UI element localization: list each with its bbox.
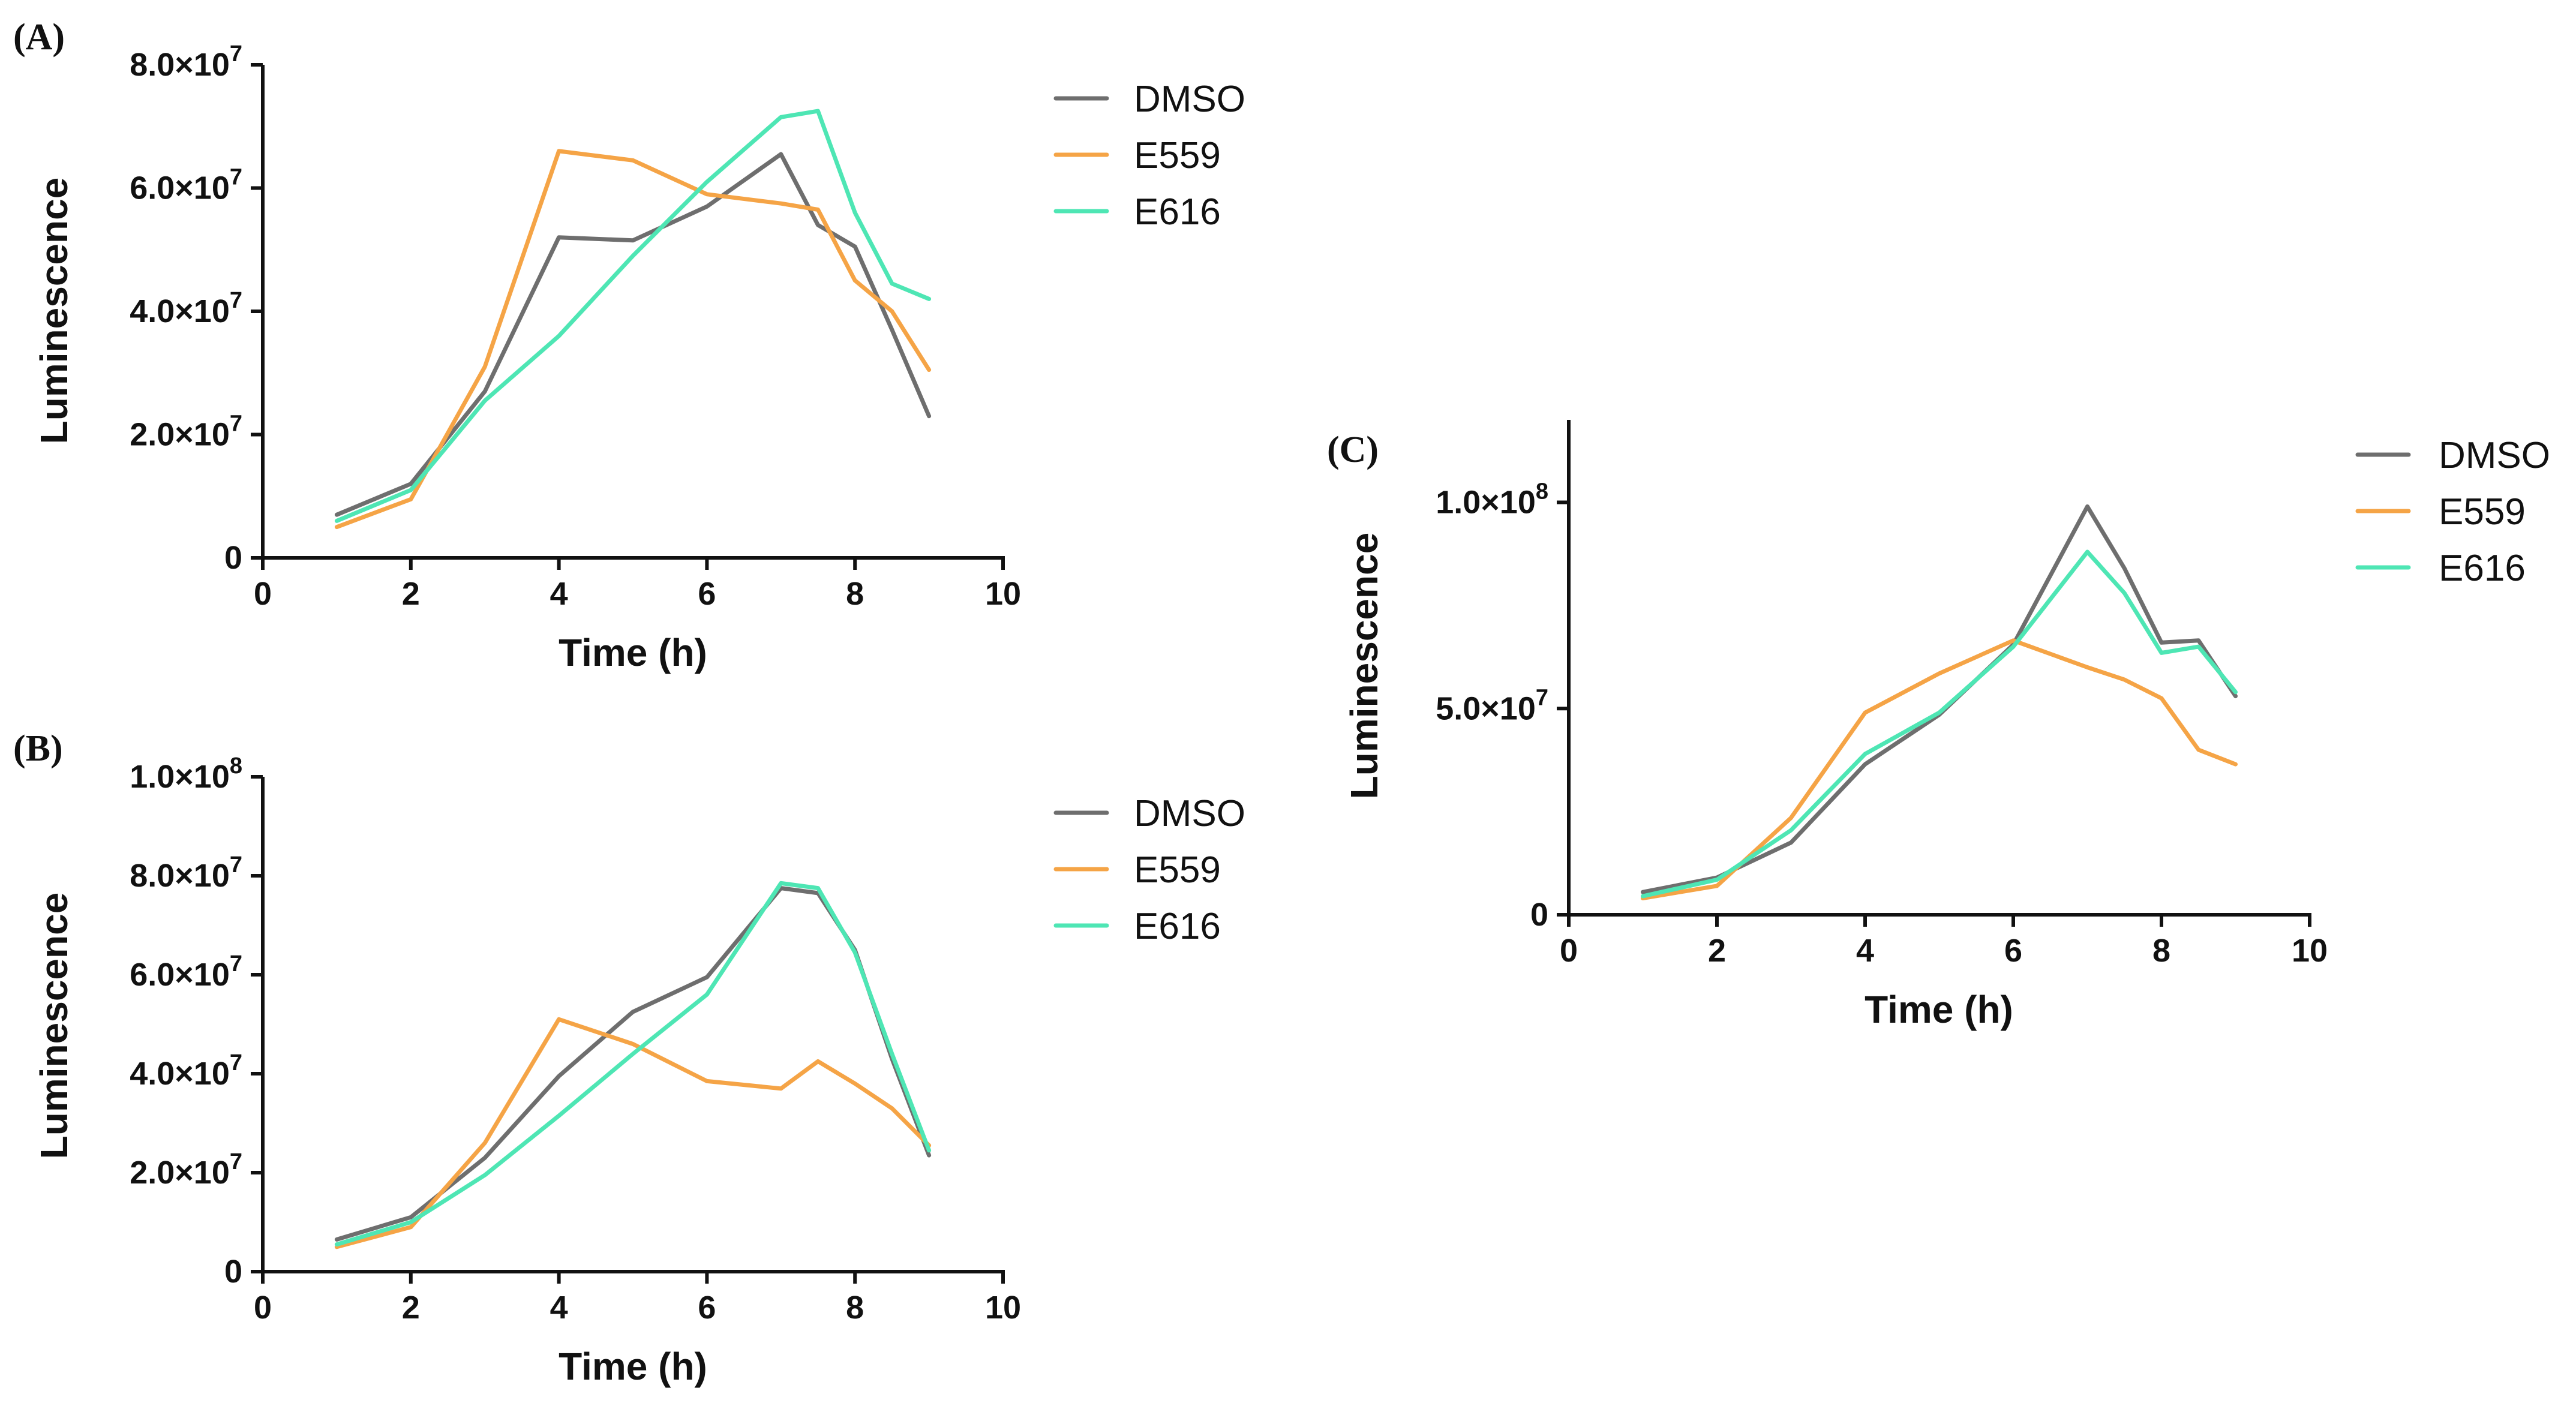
panel-b-x-tick-label: 8 xyxy=(846,1290,864,1326)
panel-a-x-tick-label: 10 xyxy=(985,576,1021,612)
panel-a-y-axis-title: Luminescence xyxy=(32,178,76,444)
panel-a-legend: DMSO E559 E616 xyxy=(1053,79,1245,233)
panel-b-legend-label-dmso: DMSO xyxy=(1134,793,1245,834)
panel-a-plot: 0 2 4 6 8 10 0 2.0×107 4.0×107 6.0×107 8.0×107 xyxy=(130,41,1021,612)
panel-b-x-tick-label: 2 xyxy=(402,1290,420,1326)
panel-a-label: (A) xyxy=(13,17,65,58)
panel-a-x-tick-label: 6 xyxy=(698,576,716,612)
panel-c-series-e559 xyxy=(1641,638,2238,900)
panel-b-y-tick-label: 6.0×107 xyxy=(130,951,242,993)
panel-a-y-tick-label: 4.0×107 xyxy=(130,288,242,329)
panel-c-x-tick-label: 8 xyxy=(2152,933,2170,969)
panel-c-y-tick-label: 5.0×107 xyxy=(1436,685,1548,726)
panel-c-legend-label-e616: E616 xyxy=(2439,548,2526,589)
panel-a: (A) Luminescence Time (h) 0 2 4 6 8 10 0 2.0×10… xyxy=(13,17,1245,674)
panel-c-x-tick-label: 0 xyxy=(1560,933,1578,969)
panel-b-plot: 0 2 4 6 8 10 0 2.0×107 4.0×107 6.0×107 8.0×107 1.0×… xyxy=(130,753,1021,1326)
panel-a-y-tick-label: 8.0×107 xyxy=(130,41,242,83)
panel-b-series-e616 xyxy=(334,881,932,1247)
panel-b-y-tick-label: 0 xyxy=(224,1254,242,1290)
panel-b-x-tick-label: 10 xyxy=(985,1290,1021,1326)
panel-a-legend-label-dmso: DMSO xyxy=(1134,79,1245,120)
panel-b: (B) Luminescence Time (h) 0 2 4 6 8 10 0 2.0×10… xyxy=(13,728,1245,1388)
panel-c-legend-label-dmso: DMSO xyxy=(2439,435,2550,476)
panel-c-y-axis-title: Luminescence xyxy=(1343,533,1386,800)
panel-b-y-tick-label: 1.0×108 xyxy=(130,753,242,795)
panel-b-x-tick-label: 0 xyxy=(254,1290,272,1326)
panel-c-x-tick-label: 6 xyxy=(2004,933,2022,969)
panel-b-series-e559 xyxy=(334,1017,932,1249)
panel-c-x-tick-label: 10 xyxy=(2292,933,2328,969)
panel-b-legend-label-e559: E559 xyxy=(1134,849,1221,891)
panel-c-series-dmso xyxy=(1641,504,2238,894)
panel-c-legend: DMSO E559 E616 xyxy=(2355,435,2550,589)
panel-c-y-tick-label: 0 xyxy=(1530,897,1548,933)
panel-c-plot: 0 2 4 6 8 10 0 5.0×107 1.0×108 xyxy=(1436,420,2328,969)
panel-a-x-tick-label: 2 xyxy=(402,576,420,612)
panel-b-y-tick-label: 2.0×107 xyxy=(130,1149,242,1191)
panel-b-series-dmso xyxy=(334,886,932,1242)
panel-a-series-dmso xyxy=(334,152,932,517)
panel-b-legend-label-e616: E616 xyxy=(1134,906,1221,947)
panel-b-legend: DMSO E559 E616 xyxy=(1053,793,1245,947)
panel-b-x-tick-label: 4 xyxy=(550,1290,568,1326)
panel-b-label: (B) xyxy=(13,728,63,769)
panel-c-x-tick-label: 4 xyxy=(1856,933,1874,969)
panel-a-x-tick-label: 8 xyxy=(846,576,864,612)
panel-a-x-tick-label: 0 xyxy=(254,576,272,612)
panel-c-legend-label-e559: E559 xyxy=(2439,491,2526,533)
panel-a-y-tick-label: 0 xyxy=(224,540,242,576)
panel-c-y-tick-label: 1.0×108 xyxy=(1436,479,1548,521)
panel-a-legend-label-e616: E616 xyxy=(1134,191,1221,233)
panel-a-x-axis-title: Time (h) xyxy=(559,631,707,674)
panel-a-legend-label-e559: E559 xyxy=(1134,135,1221,176)
panel-a-y-tick-label: 6.0×107 xyxy=(130,165,242,206)
panel-c-x-axis-title: Time (h) xyxy=(1865,988,2013,1031)
panel-b-y-tick-label: 4.0×107 xyxy=(130,1050,242,1092)
panel-c: (C) Luminescence Time (h) 0 2 4 6 8 10 0 5.0×10… xyxy=(1327,420,2550,1031)
panel-c-label: (C) xyxy=(1327,429,1379,470)
panel-a-series-e559 xyxy=(334,149,932,530)
panel-b-y-axis-title: Luminescence xyxy=(32,893,76,1159)
panel-b-y-tick-label: 8.0×107 xyxy=(130,852,242,894)
panel-a-series-e616 xyxy=(334,109,932,523)
panel-c-x-tick-label: 2 xyxy=(1708,933,1726,969)
panel-a-y-tick-label: 2.0×107 xyxy=(130,411,242,453)
panel-b-x-tick-label: 6 xyxy=(698,1290,716,1326)
panel-a-x-tick-label: 4 xyxy=(550,576,568,612)
panel-b-x-axis-title: Time (h) xyxy=(559,1345,707,1388)
panel-c-series-e616 xyxy=(1641,549,2238,899)
